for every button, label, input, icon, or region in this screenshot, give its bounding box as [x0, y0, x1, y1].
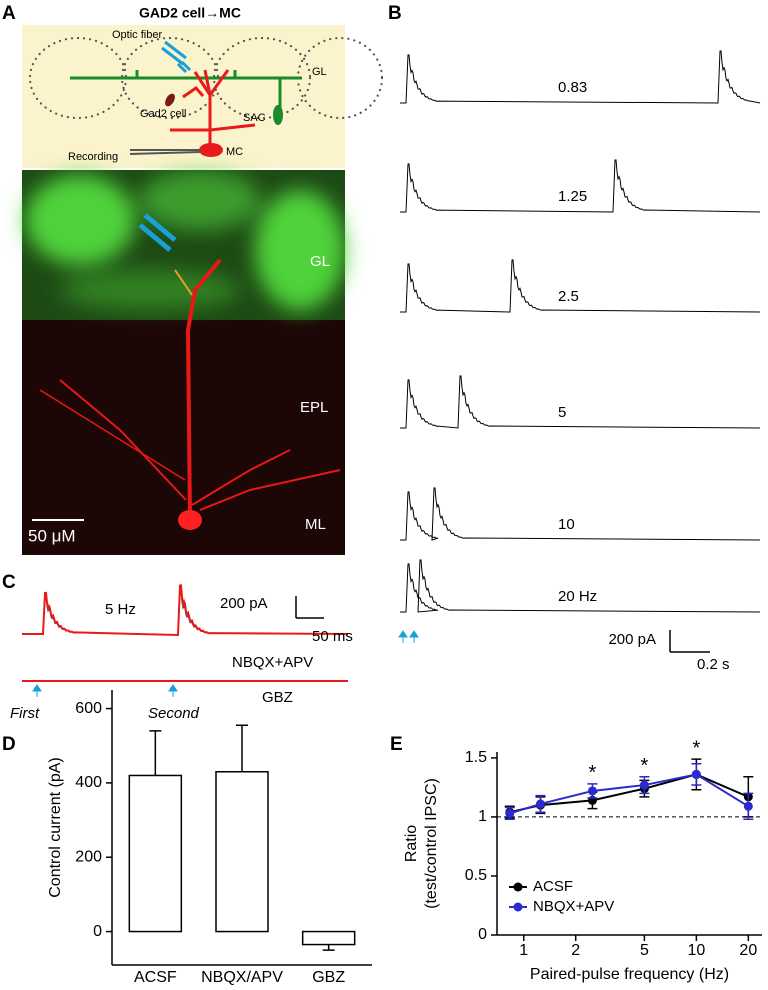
data-point: [743, 801, 753, 811]
panel-title: GAD2 cell→MC: [139, 5, 241, 21]
x-axis-label: Paired-pulse frequency (Hz): [530, 966, 729, 983]
annotation: *: [641, 755, 649, 777]
x-tick-label: ACSF: [134, 969, 177, 986]
y-axis-label: (test/control IPSC): [423, 778, 440, 909]
trace-label: 20 Hz: [558, 588, 597, 605]
schematic-label: SAC: [243, 112, 266, 124]
series-line: [509, 773, 749, 815]
trace-label: 1.25: [558, 188, 587, 205]
bar: [301, 930, 356, 946]
sac-soma: [273, 105, 283, 125]
panel-label: C: [2, 572, 16, 593]
legend-marker: [513, 902, 523, 912]
evoked-trace: [22, 589, 349, 636]
y-tick-label: 600: [75, 700, 102, 717]
error-bar: [236, 724, 248, 772]
layer-label: ML: [305, 516, 326, 533]
x-tick-label: 5: [640, 942, 649, 959]
trace-label: GBZ: [262, 689, 293, 706]
y-tick-label: 200: [75, 848, 102, 865]
mc-fill: [39, 258, 341, 521]
trace-label: 5: [558, 404, 566, 421]
layer-label: EPL: [300, 399, 328, 416]
x-tick-label: 10: [687, 942, 705, 959]
panel-label: B: [388, 3, 402, 24]
error-bar: [322, 944, 335, 951]
data-point: [505, 808, 515, 818]
x-tick-label: 20: [739, 942, 757, 959]
mc-soma: [199, 143, 223, 157]
electrode: [129, 151, 201, 155]
mc-soma-image: [178, 510, 202, 530]
ipsc-trace: [400, 559, 761, 613]
bar: [128, 774, 183, 933]
trace-label: 5 Hz: [105, 601, 136, 618]
traces: [22, 584, 349, 637]
legend-marker: [513, 882, 523, 892]
ipsc-trace: [400, 375, 761, 429]
scale-bar-label: 50 μM: [28, 526, 76, 545]
scale-bar-label: 0.2 s: [697, 656, 730, 673]
y-axis-label: Ratio: [403, 825, 420, 862]
x-tick-label: 2: [571, 942, 580, 959]
trace-label: 0.83: [558, 79, 587, 96]
panel-label: E: [390, 734, 403, 755]
y-tick-label: 1.5: [465, 749, 487, 766]
ipsc-trace: [400, 487, 761, 541]
evoked-trace: [22, 592, 349, 636]
scale-bar-label: 200 pA: [220, 595, 268, 612]
x-tick-label: NBQX/APV: [201, 969, 283, 986]
y-tick-label: 0.5: [465, 867, 487, 884]
trace-label: NBQX+APV: [232, 654, 313, 671]
y-axis-label: Control current (pA): [47, 757, 64, 898]
glomerulus-stain: [25, 170, 345, 310]
layer-label: GL: [310, 253, 330, 270]
x-tick-label: GBZ: [312, 969, 345, 986]
data-point: [535, 799, 545, 809]
annotation: *: [692, 737, 700, 759]
ipsc-trace: [400, 50, 761, 104]
legend-label: ACSF: [533, 878, 573, 895]
panel-label: A: [2, 3, 16, 24]
scale-bar-label: 50 ms: [312, 628, 353, 645]
legend-label: NBQX+APV: [533, 898, 614, 915]
evoked-trace: [22, 584, 349, 637]
optic-fiber-image: [138, 213, 177, 252]
optic-fiber: [161, 40, 192, 74]
gad2-soma: [165, 93, 175, 107]
bar: [215, 771, 269, 933]
stimulus-arrows: [32, 630, 419, 697]
error-bar: [149, 730, 162, 776]
stimulus-label: First: [10, 705, 40, 722]
schematic-label: MC: [226, 146, 243, 158]
y-tick-label: 400: [75, 774, 102, 791]
y-tick-label: 0: [93, 923, 102, 940]
mc-dendrites: [170, 69, 256, 148]
schematic-label: Recording: [68, 151, 118, 163]
schematic-label: Gad2 cell: [140, 108, 186, 120]
ipsc-trace: [400, 159, 761, 213]
ipsc-trace: [400, 259, 761, 313]
evoked-trace: [22, 590, 349, 636]
traces: 0.83 1.25 2.5 5 10 20 Hz: [400, 50, 761, 613]
panel-label: D: [2, 734, 16, 755]
sac-axon: [70, 70, 302, 110]
data-point: [691, 769, 701, 779]
schematic-label: Optic fiber: [112, 29, 162, 41]
y-tick-label: 0: [478, 926, 487, 943]
data-point: [639, 780, 649, 790]
x-tick-label: 1: [519, 942, 528, 959]
annotation: *: [589, 762, 597, 784]
schematic-label: GL: [312, 66, 327, 78]
series-line: [509, 773, 749, 814]
trace-label: 2.5: [558, 288, 579, 305]
stimulus-label: Second: [148, 705, 200, 722]
y-tick-label: 1: [478, 808, 487, 825]
trace-label: 10: [558, 516, 575, 533]
data-point: [587, 786, 597, 796]
scale-bar-label: 200 pA: [608, 631, 656, 648]
